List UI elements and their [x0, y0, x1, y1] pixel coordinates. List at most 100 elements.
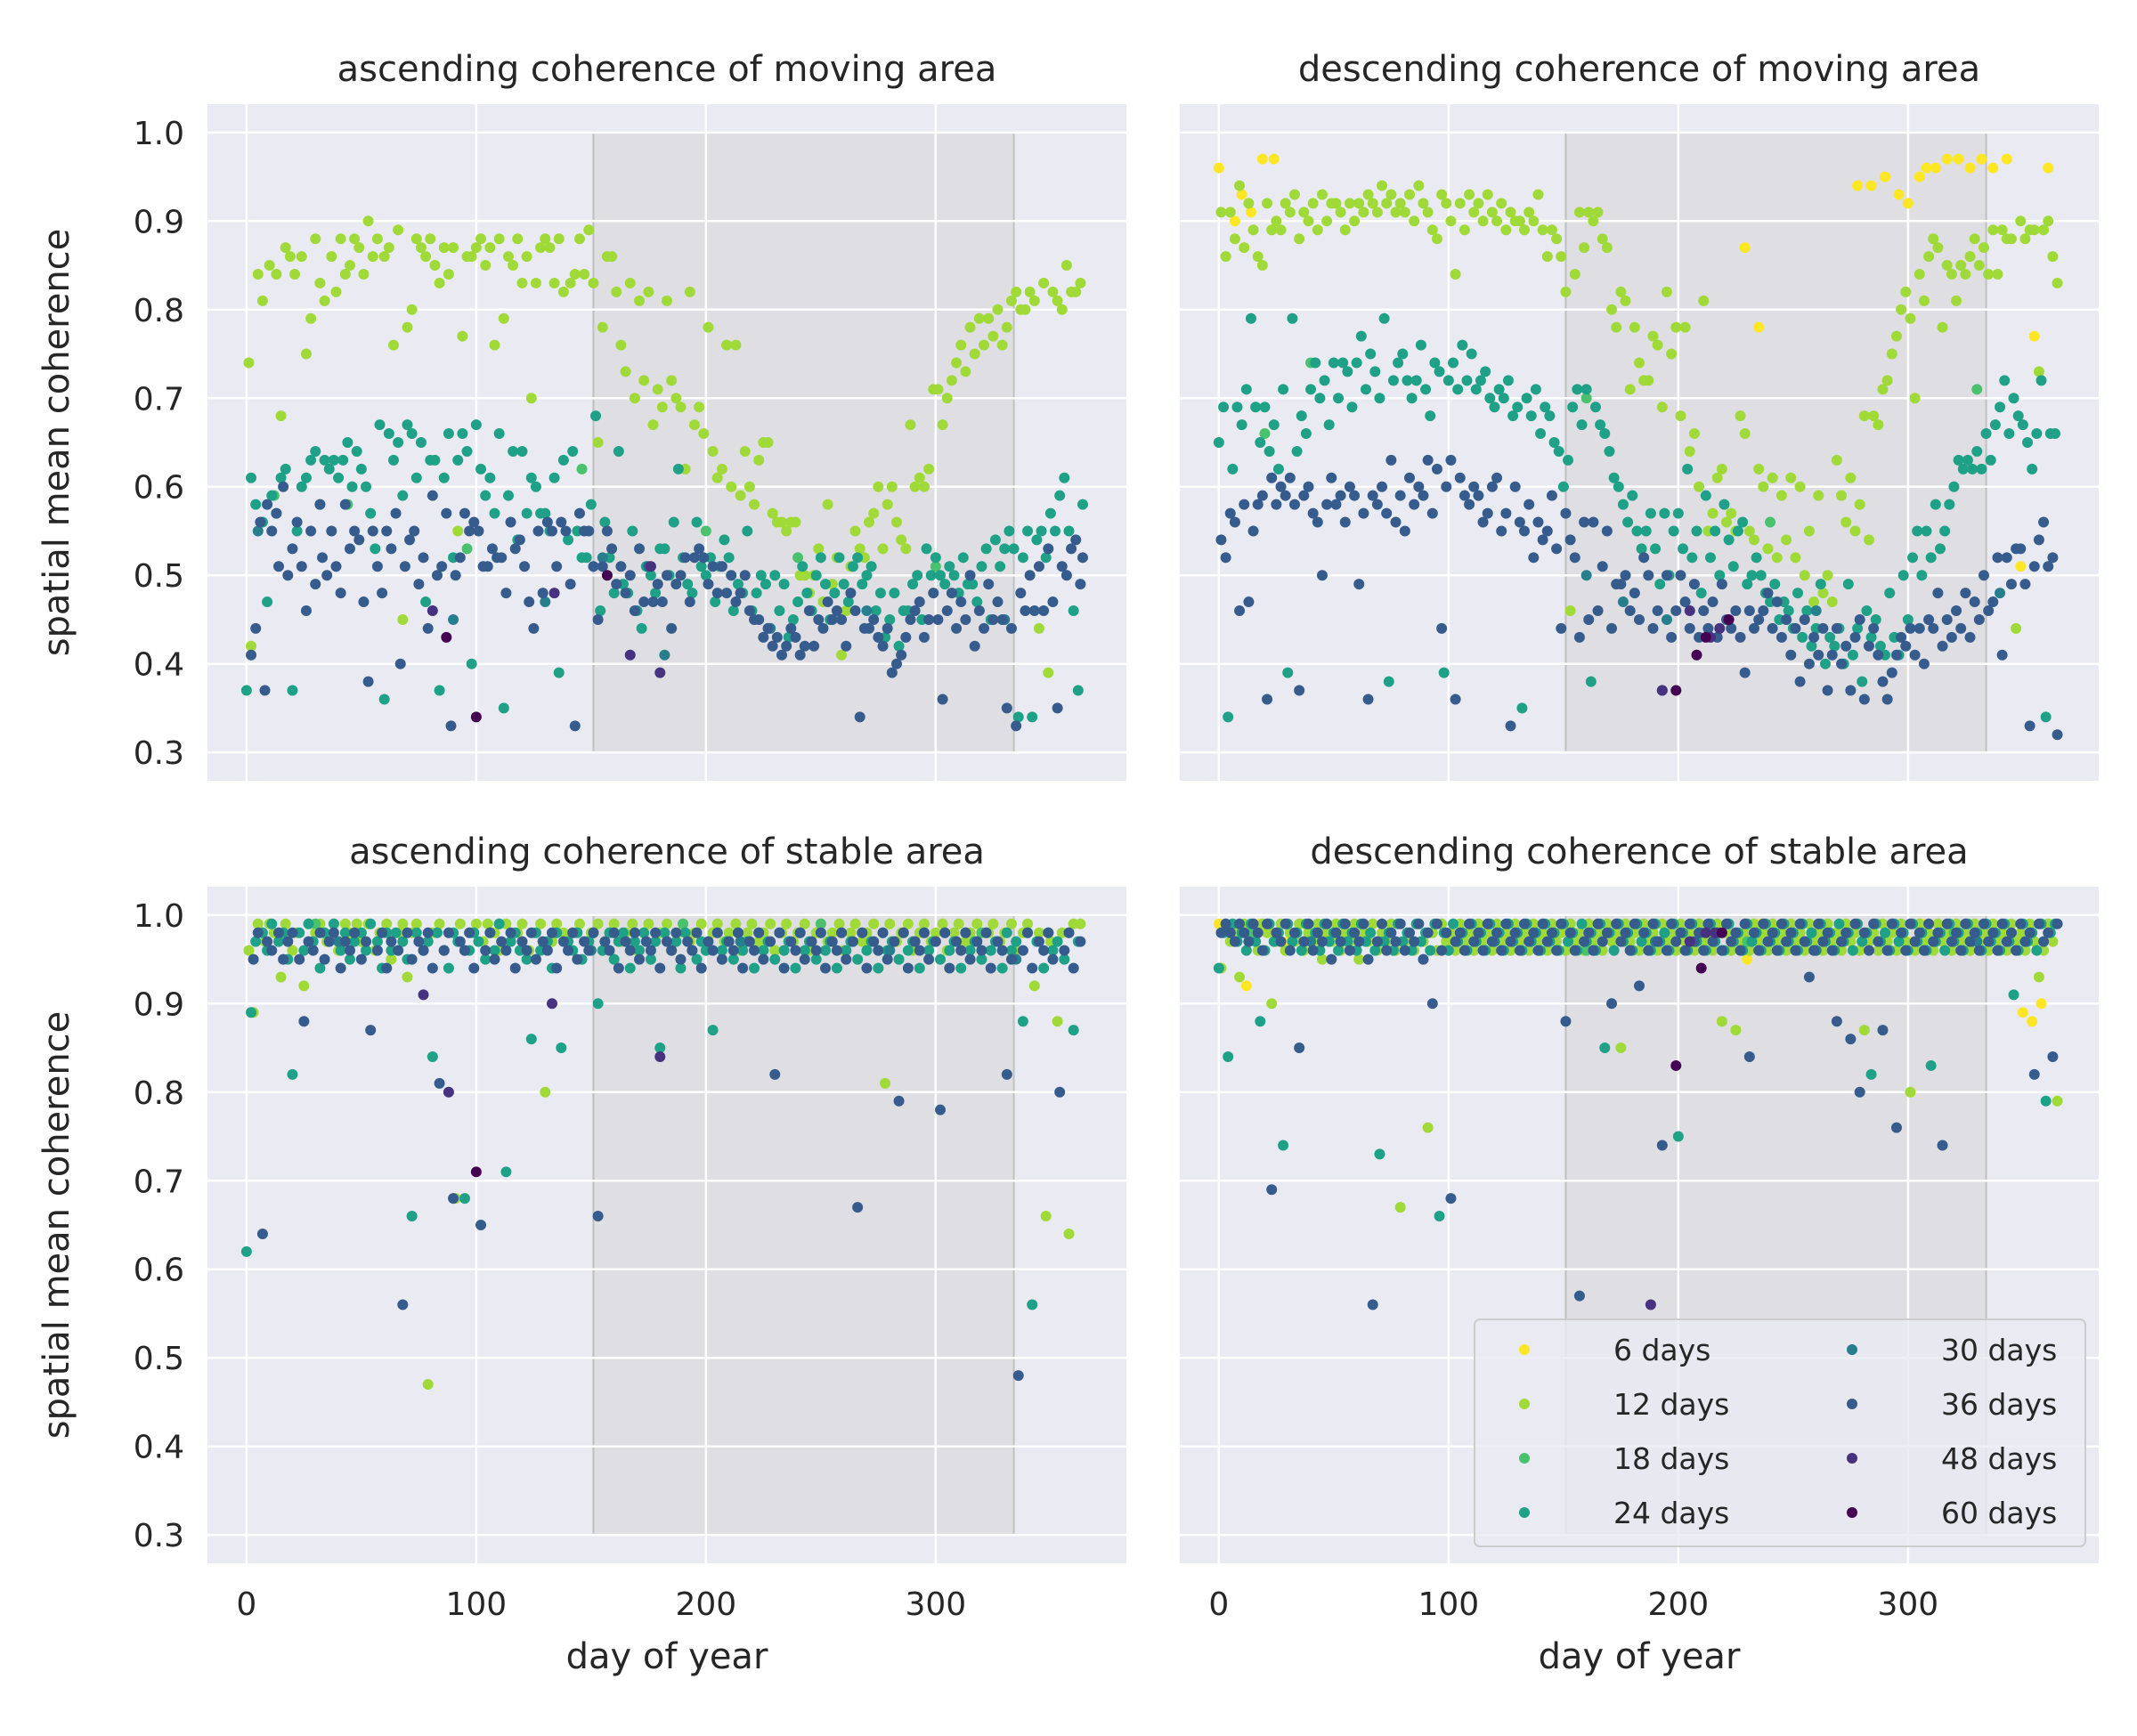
data-point — [785, 936, 797, 947]
data-point — [909, 605, 921, 617]
data-point — [599, 936, 611, 947]
data-point — [1052, 295, 1063, 306]
data-point — [1231, 402, 1243, 413]
data-point — [716, 953, 727, 965]
data-point — [508, 445, 519, 457]
data-point — [287, 927, 298, 938]
data-point — [1442, 375, 1454, 386]
data-point — [833, 552, 845, 564]
data-point — [1268, 153, 1280, 165]
data-point — [1044, 507, 1056, 519]
data-point — [1056, 304, 1068, 315]
data-point — [1505, 936, 1516, 947]
data-point — [790, 516, 801, 528]
data-point — [524, 596, 535, 608]
data-point — [1256, 260, 1268, 272]
data-point — [654, 667, 666, 678]
data-point — [1900, 640, 1912, 652]
data-point — [918, 918, 930, 929]
data-point — [310, 579, 321, 590]
data-point — [1402, 375, 1413, 386]
data-point — [1579, 936, 1590, 947]
data-point — [841, 945, 852, 956]
data-point — [884, 918, 896, 929]
data-point — [1262, 927, 1273, 938]
data-point — [1001, 321, 1012, 333]
data-point — [1072, 685, 1084, 696]
data-point — [1530, 384, 1541, 395]
data-point — [1441, 481, 1452, 492]
data-point — [891, 658, 902, 669]
data-point — [595, 605, 606, 617]
data-point — [659, 927, 670, 938]
data-point — [1817, 588, 1829, 599]
data-point — [466, 658, 477, 669]
data-point — [255, 516, 266, 528]
data-point — [537, 936, 548, 947]
data-point — [1330, 198, 1342, 209]
data-point — [1291, 445, 1303, 457]
data-point — [1865, 180, 1877, 191]
data-point — [624, 945, 636, 956]
data-point — [999, 543, 1011, 555]
data-point — [592, 437, 604, 448]
data-point — [1842, 579, 1854, 590]
data-point — [2022, 437, 2034, 448]
data-point — [1441, 927, 1452, 938]
data-point — [971, 936, 983, 947]
data-point — [355, 953, 367, 965]
data-point — [521, 251, 532, 263]
data-point — [638, 596, 650, 608]
shaded-span — [592, 913, 1015, 1537]
data-point — [1339, 516, 1351, 528]
data-point — [1047, 286, 1059, 297]
data-point — [300, 605, 312, 617]
data-point — [583, 945, 595, 956]
data-point — [2033, 534, 2044, 546]
data-point — [1615, 936, 1627, 947]
data-point — [1617, 596, 1629, 608]
data-point — [1027, 711, 1038, 723]
data-point — [662, 295, 672, 306]
data-point — [429, 454, 441, 466]
data-point — [880, 1077, 891, 1089]
y-tick-labels: 0.30.40.50.60.70.80.91.0 — [134, 898, 184, 1554]
legend-label: 30 days — [1941, 1333, 2057, 1367]
data-point — [907, 579, 919, 590]
data-point — [935, 953, 947, 965]
data-point — [852, 1202, 864, 1213]
data-point — [310, 445, 321, 457]
y-tick-label: 0.3 — [134, 735, 184, 772]
data-point — [1006, 945, 1017, 956]
data-point — [1831, 454, 1842, 466]
data-point — [687, 945, 698, 956]
data-point — [1452, 384, 1464, 395]
data-point — [1278, 1140, 1289, 1151]
data-point — [1937, 1140, 1948, 1151]
data-point — [1385, 454, 1397, 466]
data-point — [801, 588, 813, 599]
data-point — [1606, 304, 1618, 315]
data-point — [1500, 224, 1512, 236]
data-point — [1316, 953, 1328, 965]
data-point — [489, 339, 500, 351]
legend-frame — [1474, 1318, 2086, 1547]
data-point — [461, 543, 473, 555]
data-point — [909, 481, 921, 492]
data-point — [1781, 936, 1792, 947]
data-point — [464, 927, 475, 938]
data-point — [436, 561, 448, 572]
data-point — [1033, 561, 1044, 572]
data-point — [358, 596, 370, 608]
data-point — [932, 613, 944, 625]
data-point — [1955, 945, 1967, 956]
data-point — [1312, 516, 1323, 528]
data-point — [1726, 936, 1737, 947]
data-point — [960, 613, 971, 625]
data-point — [771, 631, 783, 643]
data-point — [397, 490, 409, 501]
data-point — [831, 605, 842, 617]
data-point — [498, 702, 509, 714]
data-point — [2024, 927, 2035, 938]
data-point — [1886, 667, 1897, 678]
